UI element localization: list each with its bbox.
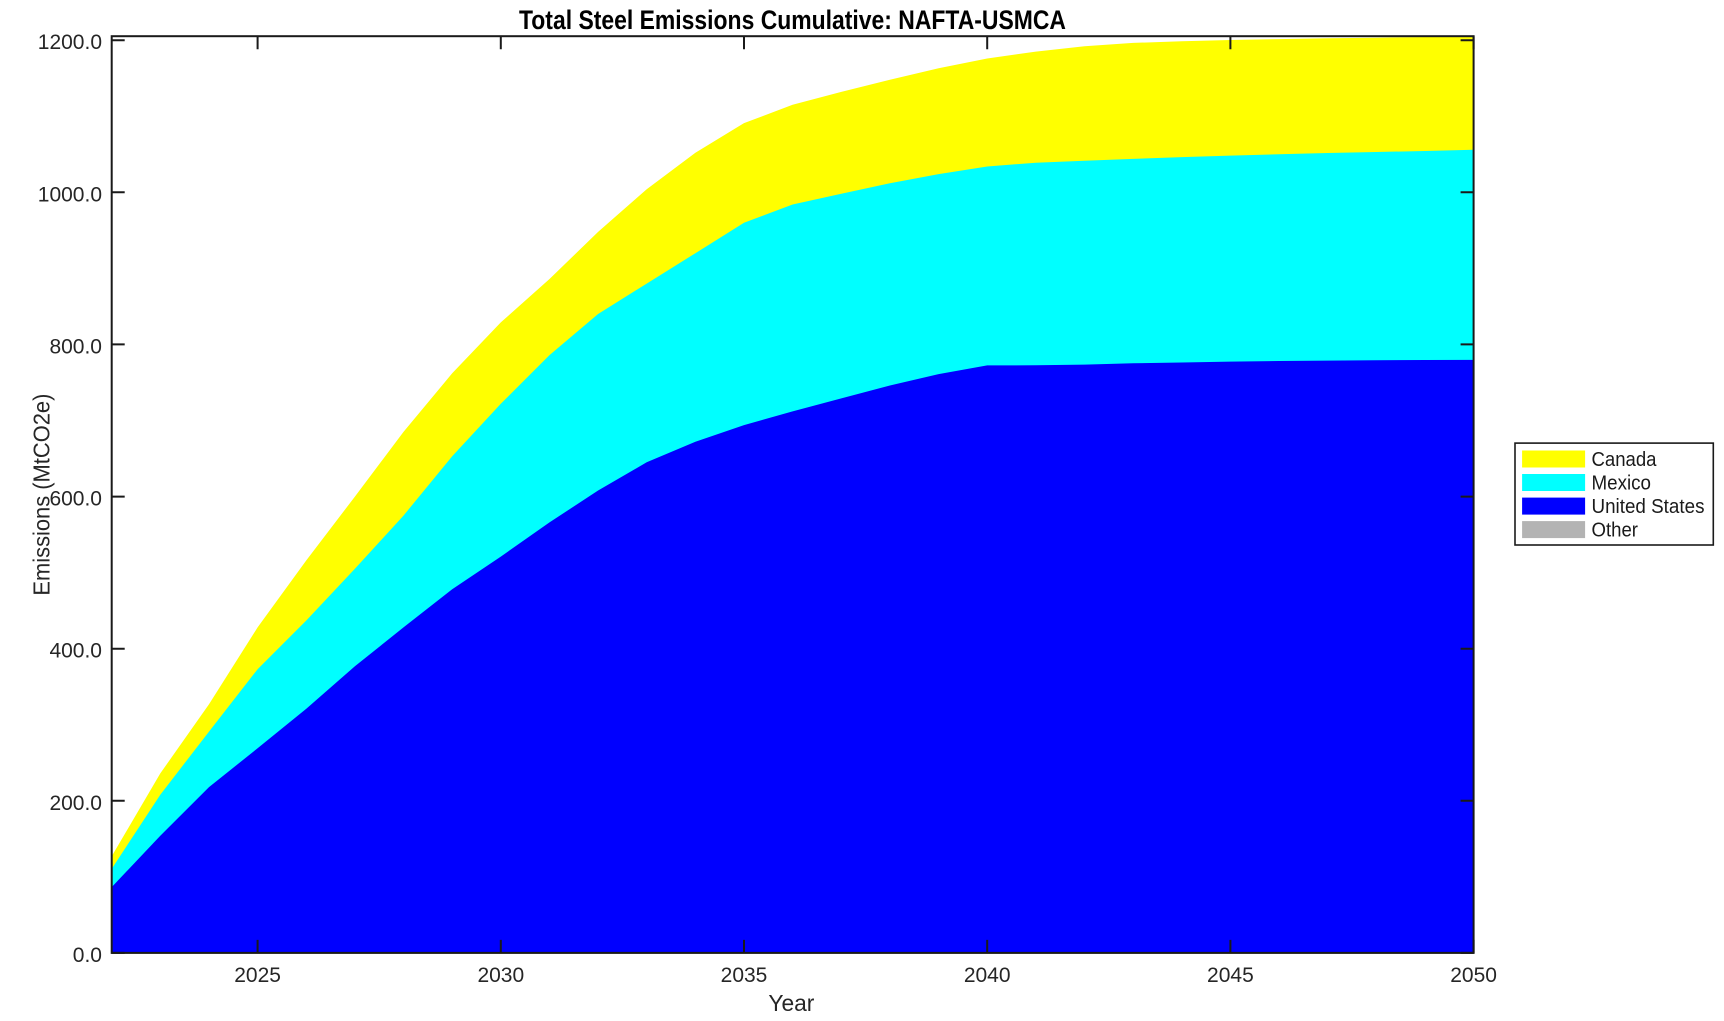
svg-text:United States: United States: [1592, 496, 1705, 518]
svg-text:400.0: 400.0: [49, 640, 102, 663]
svg-text:2045: 2045: [1207, 964, 1254, 987]
svg-text:Canada: Canada: [1592, 449, 1658, 471]
svg-text:2035: 2035: [721, 964, 768, 987]
svg-text:Mexico: Mexico: [1592, 473, 1652, 495]
svg-text:2050: 2050: [1450, 964, 1497, 987]
svg-text:2025: 2025: [234, 964, 281, 987]
svg-text:Emissions (MtCO2e): Emissions (MtCO2e): [29, 394, 55, 596]
svg-text:1000.0: 1000.0: [38, 183, 102, 206]
svg-text:0.0: 0.0: [73, 944, 102, 967]
svg-text:200.0: 200.0: [49, 792, 102, 815]
svg-text:2030: 2030: [477, 964, 524, 987]
svg-text:Total Steel Emissions Cumulati: Total Steel Emissions Cumulative: NAFTA-…: [519, 5, 1066, 35]
svg-text:Other: Other: [1592, 520, 1639, 542]
svg-text:1200.0: 1200.0: [38, 31, 102, 54]
svg-text:600.0: 600.0: [49, 488, 102, 511]
svg-text:800.0: 800.0: [49, 335, 102, 358]
svg-text:Year: Year: [768, 990, 814, 1016]
svg-text:2040: 2040: [964, 964, 1011, 987]
